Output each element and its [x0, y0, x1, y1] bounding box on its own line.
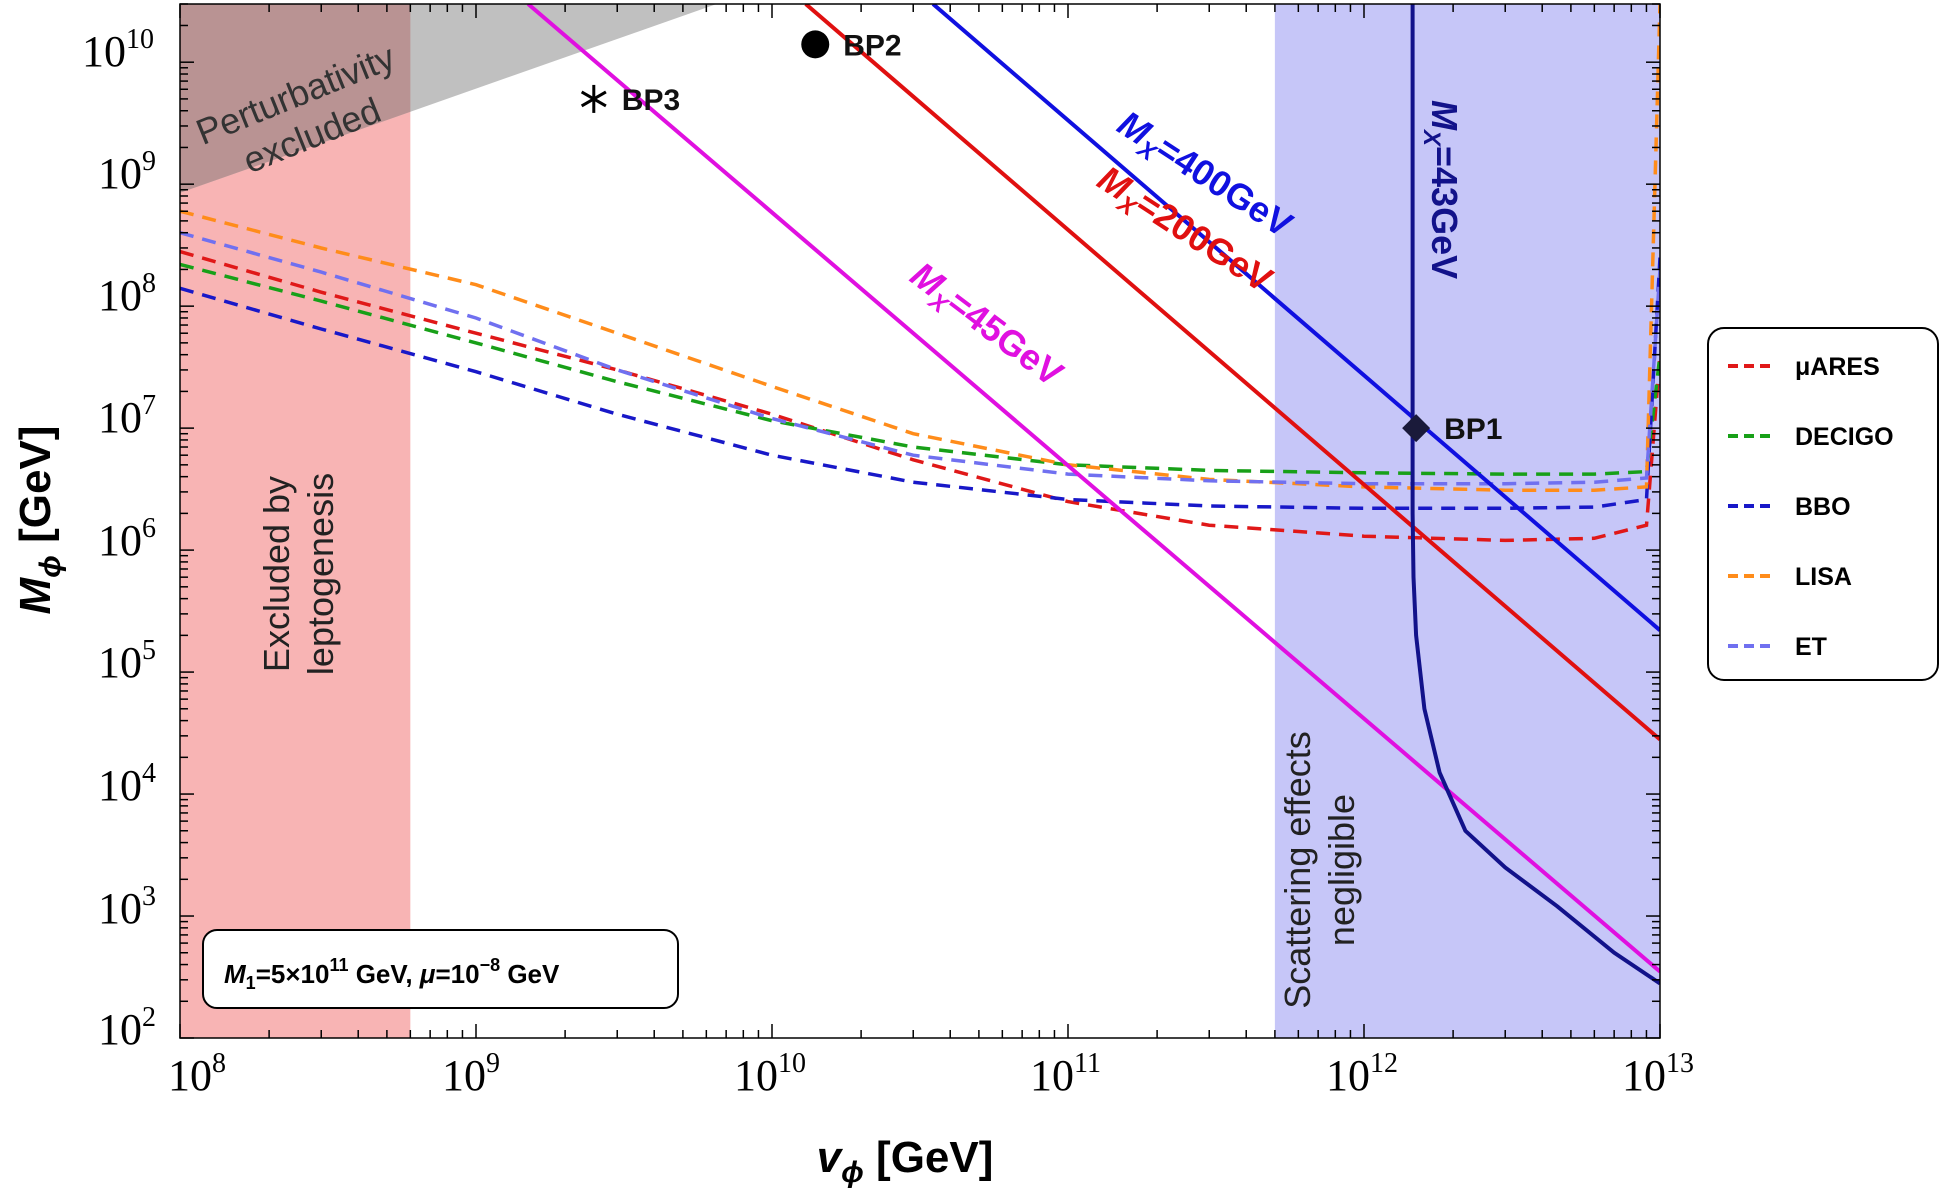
y-tick-label-1e4: 104 [98, 758, 156, 810]
legend-label-lisa: LISA [1795, 563, 1852, 591]
y-tick-label-1e8: 108 [98, 268, 156, 320]
scattering-label: Scattering effects negligible [1277, 731, 1362, 1009]
bp2-label: BP2 [843, 29, 901, 62]
legend-box [1707, 327, 1939, 681]
bp1-label: BP1 [1444, 413, 1502, 446]
x-tick-label-1e12: 1012 [1326, 1048, 1398, 1100]
mx-43-label: MX=43GeV [1418, 100, 1465, 279]
parameter-note-text: M1=5×1011 GeV, μ=10−8 GeV [224, 955, 560, 993]
y-tick-label-1e7: 107 [98, 390, 156, 442]
mass-lines [526, 4, 1660, 974]
legend-label-decigo: DECIGO [1795, 423, 1894, 451]
y-tick-label-1e2: 102 [98, 1002, 156, 1054]
x-tick-label-1e8: 108 [168, 1048, 226, 1100]
y-tick-label-1e6: 106 [98, 513, 156, 565]
x-tick-label-1e10: 1010 [734, 1048, 806, 1100]
leptogenesis-label: Excluded by leptogenesis [256, 473, 341, 675]
series-et-line [180, 231, 1660, 486]
legend-label-bbo: BBO [1795, 493, 1851, 521]
legend-label-ares: μARES [1795, 353, 1880, 381]
leptogenesis-label-line2: leptogenesis [300, 473, 341, 675]
bp3-label: BP3 [622, 84, 680, 117]
bp3-marker [580, 84, 607, 113]
bp1-marker [1402, 414, 1431, 443]
series-decigo-line [180, 262, 1660, 476]
scattering-label-line1: Scattering effects [1277, 731, 1318, 1009]
leptogenesis-label-line1: Excluded by [256, 476, 297, 672]
legend: μARES DECIGO BBO LISA ET [1707, 327, 1939, 681]
y-tick-label-1e3: 103 [98, 881, 156, 933]
parameter-note: M1=5×1011 GeV, μ=10−8 GeV [202, 929, 679, 1009]
y-tick-label-1e10: 1010 [82, 24, 154, 76]
mass-line-mx200gev [804, 4, 1660, 742]
y-tick-label-1e9: 109 [98, 146, 156, 198]
y-tick-labels: 102 103 104 105 106 107 108 109 1010 [82, 24, 156, 1054]
x-tick-label-1e11: 1011 [1030, 1048, 1101, 1100]
y-axis-label: Mϕ [GeV] [11, 426, 67, 615]
axis-ticks [179, 3, 1661, 1039]
legend-label-et: ET [1795, 633, 1827, 661]
y-tick-label-1e5: 105 [98, 635, 156, 687]
mass-line-mx400gev [931, 4, 1660, 632]
benchmark-points: BP1 BP2 BP3 [580, 29, 1502, 446]
x-axis-label: vϕ [GeV] [817, 1133, 994, 1189]
bp2-marker [801, 30, 830, 59]
x-tick-labels: 108 109 1010 1011 1012 1013 [168, 1048, 1694, 1100]
scattering-negligible-region [1274, 4, 1660, 1038]
series-ares-line [180, 249, 1660, 543]
scattering-label-line2: negligible [1321, 794, 1362, 946]
plot-frame [179, 3, 1661, 1039]
parameter-note-box [202, 929, 679, 1009]
mx-43-curve [1410, 4, 1660, 986]
x-tick-label-1e9: 109 [442, 1048, 500, 1100]
series-bbo-line [180, 257, 1660, 511]
mass-line-mx45gev [526, 4, 1660, 974]
mx-45-label: MX=45GeV [900, 254, 1071, 399]
perturbativity-leptogenesis-overlap [180, 4, 411, 193]
x-tick-label-1e13: 1013 [1622, 1048, 1694, 1100]
